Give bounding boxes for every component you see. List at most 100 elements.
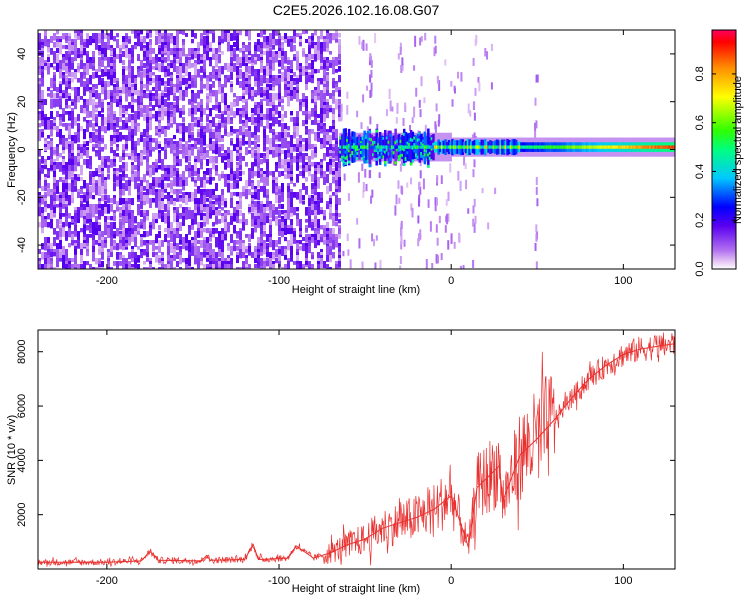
heatmap-cell bbox=[260, 213, 263, 223]
heatmap-cell bbox=[597, 145, 601, 149]
heatmap-cell bbox=[191, 219, 194, 229]
heatmap-cell bbox=[260, 159, 263, 165]
heatmap-cell bbox=[95, 150, 98, 156]
heatmap-cell bbox=[437, 145, 440, 149]
heatmap-cell bbox=[113, 222, 116, 229]
heatmap-cell bbox=[77, 36, 80, 40]
heatmap-cell bbox=[272, 105, 275, 113]
heatmap-cell bbox=[185, 264, 188, 269]
heatmap-cell bbox=[592, 145, 595, 149]
heatmap-cell bbox=[308, 39, 311, 45]
heatmap-cell bbox=[119, 99, 122, 105]
heatmap-cell bbox=[275, 153, 278, 158]
heatmap-cell bbox=[227, 114, 230, 125]
heatmap-cell bbox=[236, 45, 239, 51]
heatmap-cell bbox=[535, 233, 538, 242]
heatmap-cell bbox=[206, 228, 209, 234]
heatmap-cell bbox=[107, 198, 110, 204]
heatmap-cell bbox=[194, 105, 197, 115]
heatmap-cell bbox=[167, 174, 170, 178]
heatmap-cell bbox=[53, 213, 56, 218]
heatmap-cell bbox=[203, 207, 206, 212]
heatmap-cell bbox=[308, 261, 311, 269]
heatmap-cell bbox=[215, 144, 218, 155]
heatmap-cell bbox=[170, 84, 173, 89]
heatmap-cell bbox=[346, 233, 349, 241]
heatmap-cell bbox=[188, 267, 191, 269]
heatmap-cell bbox=[209, 267, 212, 269]
heatmap-cell bbox=[236, 150, 239, 156]
heatmap-cell bbox=[200, 39, 203, 46]
heatmap-cell bbox=[257, 108, 260, 114]
heatmap-cell bbox=[38, 249, 41, 254]
heatmap-cell bbox=[642, 145, 645, 149]
heatmap-cell bbox=[41, 42, 44, 48]
heatmap-cell bbox=[389, 133, 392, 137]
heatmap-cell bbox=[41, 252, 44, 260]
heatmap-cell bbox=[56, 219, 59, 229]
heatmap-cell bbox=[101, 249, 104, 254]
heatmap-cell bbox=[38, 261, 41, 267]
heatmap-cell bbox=[191, 90, 194, 94]
heatmap-cell bbox=[44, 192, 47, 198]
heatmap-cell bbox=[185, 147, 188, 156]
heatmap-cell bbox=[182, 117, 185, 123]
heatmap-cell bbox=[86, 234, 89, 244]
heatmap-cell bbox=[86, 141, 89, 147]
heatmap-cell bbox=[131, 198, 134, 206]
heatmap-cell bbox=[478, 82, 481, 92]
heatmap-cell bbox=[95, 123, 98, 127]
heatmap-cell bbox=[44, 114, 47, 119]
heatmap-cell bbox=[182, 90, 185, 100]
heatmap-cell bbox=[296, 174, 299, 183]
heatmap-cell bbox=[92, 63, 95, 69]
heatmap-cell bbox=[263, 243, 266, 254]
heatmap-cell bbox=[320, 192, 323, 200]
heatmap-cell bbox=[212, 234, 215, 238]
heatmap-cell bbox=[320, 102, 323, 110]
heatmap-cell bbox=[191, 171, 194, 177]
heatmap-cell bbox=[375, 129, 378, 133]
heatmap-cell bbox=[338, 54, 341, 60]
heatmap-cell bbox=[158, 213, 161, 219]
heatmap-cell bbox=[122, 153, 125, 158]
heatmap-cell bbox=[251, 171, 254, 179]
heatmap-cell bbox=[308, 42, 311, 47]
heatmap-cell bbox=[50, 120, 53, 130]
heatmap-cell bbox=[475, 145, 478, 149]
heatmap-cell bbox=[215, 183, 218, 191]
heatmap-cell bbox=[215, 75, 218, 81]
heatmap-cell bbox=[371, 145, 375, 149]
heatmap-cell bbox=[155, 198, 158, 208]
heatmap-cell bbox=[167, 141, 170, 146]
heatmap-cell bbox=[98, 135, 101, 146]
heatmap-cell bbox=[215, 237, 218, 248]
heatmap-cell bbox=[447, 191, 450, 202]
heatmap-cell bbox=[164, 93, 167, 98]
heatmap-cell bbox=[278, 69, 281, 74]
heatmap-cell bbox=[588, 145, 592, 149]
heatmap-cell bbox=[89, 234, 92, 238]
heatmap-cell bbox=[346, 104, 349, 115]
heatmap-cell bbox=[62, 222, 65, 228]
heatmap-cell bbox=[302, 120, 305, 127]
heatmap-cell bbox=[338, 267, 341, 269]
heatmap-cell bbox=[233, 54, 236, 62]
heatmap-cell bbox=[371, 153, 375, 157]
heatmap-cell bbox=[125, 264, 128, 269]
heatmap-cell bbox=[299, 231, 302, 235]
heatmap-cell bbox=[233, 36, 236, 41]
heatmap-cell bbox=[149, 264, 152, 269]
heatmap-cell bbox=[402, 117, 405, 126]
heatmap-cell bbox=[122, 246, 125, 251]
heatmap-cell bbox=[530, 145, 533, 149]
heatmap-cell bbox=[164, 84, 167, 89]
heatmap-cell bbox=[128, 180, 131, 188]
heatmap-cell bbox=[224, 213, 227, 219]
heatmap-cell bbox=[137, 186, 140, 196]
heatmap-cell bbox=[576, 145, 580, 149]
heatmap-cell bbox=[122, 171, 125, 179]
heatmap-cell bbox=[80, 189, 83, 195]
heatmap-cell bbox=[86, 84, 89, 92]
heatmap-cell bbox=[326, 105, 329, 110]
